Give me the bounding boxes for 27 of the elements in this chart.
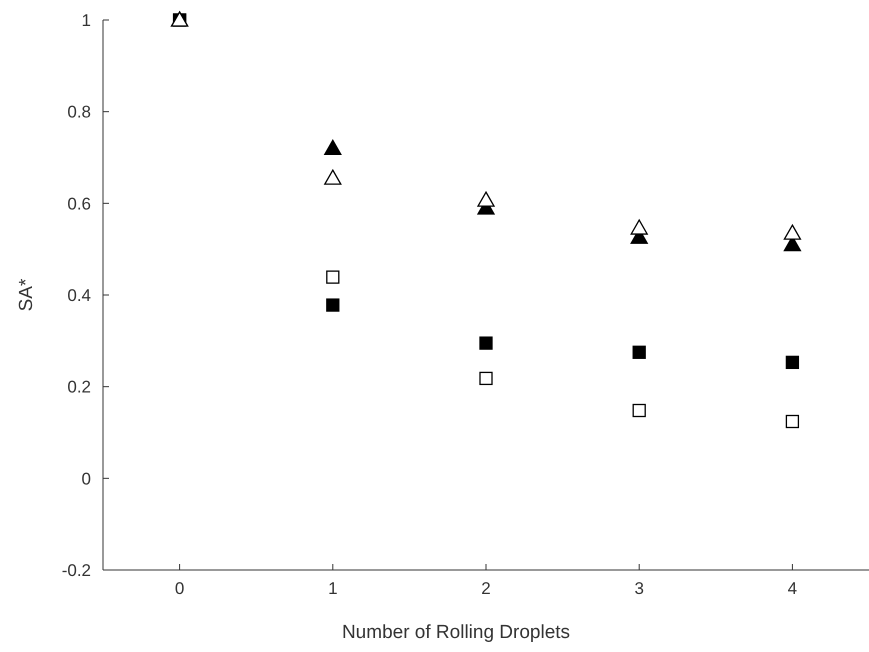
x-tick-label: 0 — [174, 579, 184, 598]
point — [786, 356, 800, 370]
point — [326, 270, 340, 284]
x-tick-label: 4 — [788, 579, 798, 598]
x-tick-label: 3 — [634, 579, 644, 598]
y-tick-label: 0.2 — [67, 378, 91, 397]
point — [326, 298, 340, 312]
x-tick-label: 2 — [481, 579, 491, 598]
point — [324, 169, 342, 185]
y-tick-label: 0 — [82, 469, 91, 488]
point — [632, 346, 646, 359]
point — [630, 219, 648, 235]
point — [479, 372, 493, 386]
point — [324, 140, 342, 155]
point — [784, 224, 802, 240]
x-tick-label: 1 — [328, 579, 338, 598]
y-axis-title: SA* — [16, 278, 37, 312]
point — [479, 336, 493, 350]
point — [632, 404, 646, 418]
y-tick-label: 0.6 — [67, 194, 91, 214]
y-tick-label: 1 — [82, 11, 91, 30]
point — [477, 191, 495, 207]
y-tick-label: -0.2 — [62, 561, 91, 580]
y-tick-label: 0.8 — [67, 102, 91, 122]
point — [786, 414, 800, 428]
y-tick-label: 0.4 — [67, 286, 91, 305]
x-axis-title: Number of Rolling Droplets — [342, 622, 570, 643]
